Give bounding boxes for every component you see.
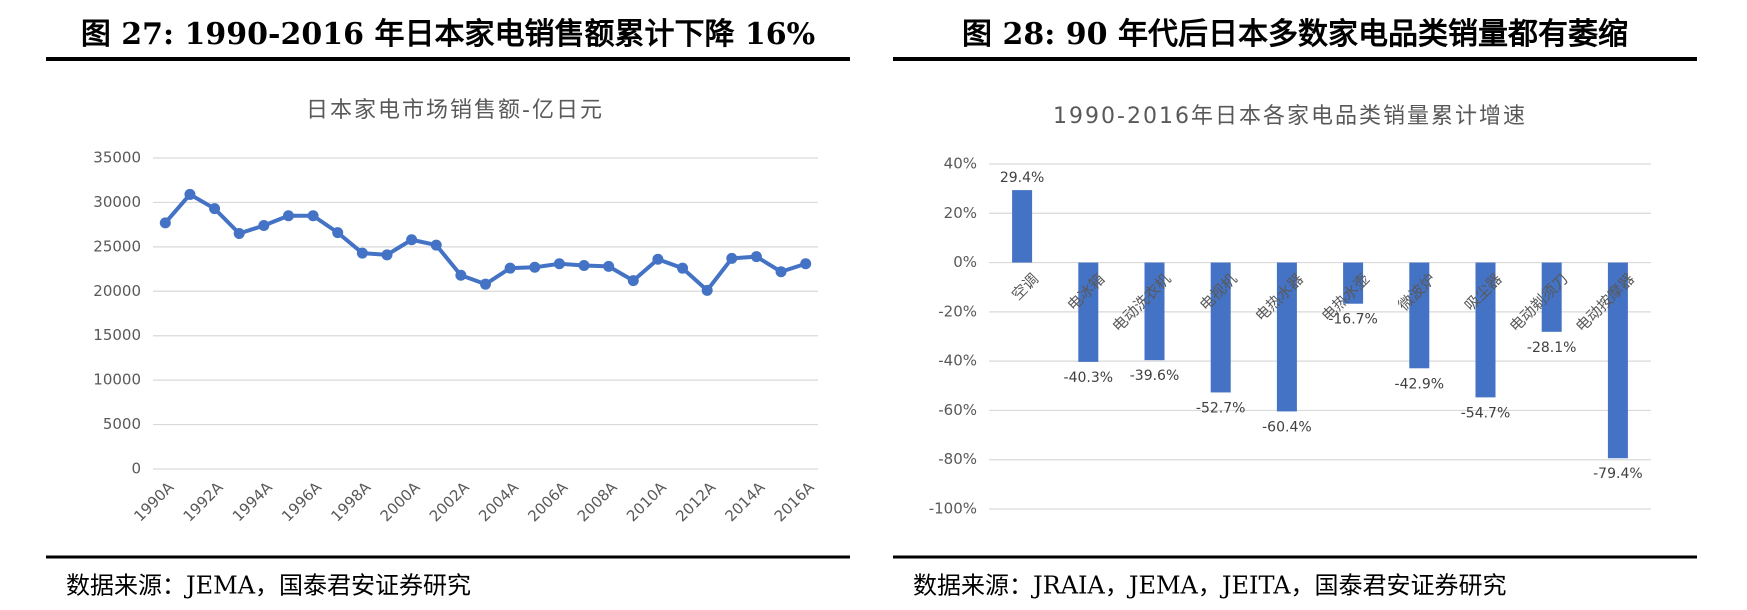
y-tick-label: 15000: [93, 326, 141, 344]
bar: [1409, 262, 1430, 369]
point: [726, 252, 738, 264]
figure-title: 图 27: 1990-2016 年日本家电销售额累计下降 16%: [81, 17, 815, 52]
bar: [1475, 262, 1496, 398]
point: [406, 234, 418, 246]
point: [356, 247, 368, 259]
point: [529, 261, 541, 273]
bar: [1343, 262, 1364, 304]
x-tick-label: 2014A: [721, 478, 768, 525]
value-label: -54.7%: [1461, 405, 1511, 421]
point: [480, 278, 491, 290]
point: [775, 266, 787, 278]
x-tick-label: 2002A: [426, 478, 473, 525]
point: [701, 284, 713, 296]
point: [677, 262, 689, 274]
chart-title: 日本家电市场销售额-亿日元: [306, 98, 604, 123]
x-tick-label: 1998A: [327, 478, 374, 525]
point: [627, 275, 639, 287]
bar: [1276, 262, 1297, 412]
point: [209, 203, 221, 215]
x-tick-label: 空调: [1008, 270, 1042, 304]
x-tick-label: 2016A: [771, 478, 818, 525]
point: [159, 217, 171, 229]
y-tick-label: 0%: [953, 253, 977, 271]
x-tick-label: 2000A: [377, 478, 424, 525]
point: [504, 262, 516, 274]
value-label: -79.4%: [1593, 466, 1643, 482]
x-tick-label: 2004A: [475, 478, 522, 525]
point: [652, 253, 664, 265]
x-tick-label: 电动洗衣机: [1109, 270, 1175, 336]
x-tick-label: 1996A: [278, 478, 325, 525]
y-tick-label: 20%: [944, 204, 977, 222]
point: [282, 210, 294, 222]
point: [307, 210, 319, 222]
source: 数据来源：JRAIA，JEMA，JEITA，国泰君安证券研究: [913, 572, 1507, 600]
x-tick-label: 电动按摩器: [1572, 270, 1638, 336]
bar: [1078, 262, 1099, 362]
point: [258, 220, 270, 232]
point: [800, 258, 812, 270]
value-label: -42.9%: [1395, 376, 1445, 392]
y-tick-label: 20000: [93, 282, 141, 300]
y-tick-label: 25000: [93, 237, 141, 255]
point: [750, 251, 762, 263]
line: [163, 192, 807, 293]
point: [233, 228, 245, 240]
x-tick-label: 2012A: [672, 478, 719, 525]
y-tick-label: 35000: [93, 149, 141, 167]
bar: [1210, 262, 1231, 393]
y-tick-label: 30000: [93, 193, 141, 211]
bar: [1607, 262, 1628, 459]
point: [553, 258, 565, 270]
value-label: -28.1%: [1527, 340, 1577, 356]
y-tick-label: -40%: [938, 352, 977, 370]
y-tick-label: 40%: [944, 155, 977, 173]
y-tick-label: -100%: [929, 500, 977, 518]
value-label: -40.3%: [1064, 370, 1114, 386]
figure-title: 图 28: 90 年代后日本多数家电品类销量都有萎缩: [962, 17, 1628, 52]
chart-title: 1990-2016年日本各家电品类销量累计增速: [1053, 104, 1527, 129]
y-tick-label: 0: [131, 460, 141, 478]
value-label: -52.7%: [1196, 400, 1246, 416]
x-tick-label: 2010A: [623, 478, 670, 525]
x-tick-label: 1990A: [130, 478, 177, 525]
point: [578, 260, 590, 272]
y-tick-label: -80%: [938, 450, 977, 468]
bar: [1012, 190, 1033, 263]
bar: [1144, 262, 1165, 361]
value-label: 29.4%: [1000, 170, 1044, 186]
y-tick-label: 10000: [93, 371, 141, 389]
value-label: -16.7%: [1328, 312, 1378, 328]
source: 数据来源：JEMA，国泰君安证券研究: [66, 572, 471, 600]
x-tick-label: 1992A: [180, 478, 227, 525]
x-tick-label: 2006A: [524, 478, 571, 525]
value-label: -39.6%: [1130, 368, 1180, 384]
point: [184, 188, 196, 200]
value-label: -60.4%: [1262, 419, 1312, 435]
x-tick-label: 1994A: [229, 478, 276, 525]
y-tick-label: 5000: [103, 415, 141, 433]
point: [603, 260, 615, 272]
point: [332, 227, 344, 239]
point: [430, 239, 442, 251]
x-tick-label: 2008A: [574, 478, 621, 525]
bar: [1541, 262, 1562, 332]
y-tick-label: -60%: [938, 401, 977, 419]
point: [381, 249, 393, 261]
x-tick-label: 电动剃须刀: [1506, 270, 1572, 336]
y-tick-label: -20%: [938, 302, 977, 320]
point: [455, 269, 467, 281]
